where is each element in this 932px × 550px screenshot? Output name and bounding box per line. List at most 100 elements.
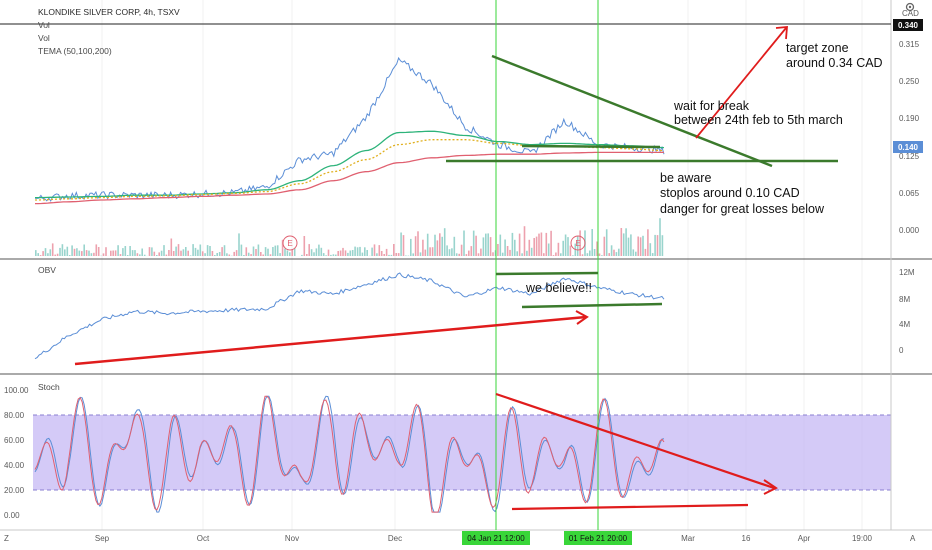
volume-bar — [134, 250, 136, 256]
volume-bar — [460, 244, 463, 256]
volume-bar — [88, 250, 90, 256]
volume-bar — [204, 253, 206, 256]
volume-bar — [47, 253, 49, 256]
price-descending-trendline[interactable] — [491, 54, 773, 168]
volume-bar — [291, 249, 293, 256]
volume-bar — [637, 236, 639, 256]
volume-bar — [56, 253, 59, 256]
volume-bar — [388, 254, 390, 256]
volume-bar — [156, 255, 158, 256]
volume-bar — [308, 244, 310, 256]
series-line-pct-d — [34, 395, 665, 513]
volume-bar — [240, 244, 243, 256]
earnings-event-marker-2[interactable]: E — [570, 235, 586, 251]
volume-bar — [569, 245, 572, 256]
volume-bar — [262, 254, 264, 256]
obv-axis-tick-label: 0 — [899, 346, 904, 355]
volume-bar — [654, 234, 656, 256]
volume-bar — [143, 254, 146, 256]
volume-bar — [310, 249, 313, 256]
volume-bar — [400, 232, 402, 256]
volume-bar — [540, 232, 543, 256]
volume-bar — [581, 254, 584, 256]
volume-bar — [209, 246, 211, 256]
obv-uptrend-arrow-line[interactable] — [74, 315, 587, 366]
volume-bar — [395, 253, 398, 256]
chart-title: KLONDIKE SILVER CORP, 4h, TSXV — [38, 7, 180, 17]
volume-bar — [410, 238, 412, 256]
annotation-target-zone: target zone around 0.34 CAD — [786, 41, 883, 70]
auto-scale-control[interactable]: A — [910, 534, 916, 543]
volume-bar — [426, 233, 429, 256]
gear-icon[interactable] — [905, 2, 915, 12]
volume-bar — [129, 246, 131, 256]
stoch-descending-trendline[interactable] — [495, 392, 775, 490]
volume-bar — [533, 238, 535, 256]
volume-bar — [318, 244, 320, 256]
volume-bar — [618, 248, 620, 256]
volume-bar — [468, 250, 470, 256]
volume-bar — [417, 231, 419, 256]
volume-bar — [598, 253, 601, 256]
earnings-event-marker-1[interactable]: E — [282, 235, 298, 251]
volume-bar — [613, 249, 615, 256]
volume-bar — [448, 249, 451, 256]
stoch-axis-tick-label: 20.00 — [4, 486, 25, 495]
date-highlight-jan: 04 Jan 21 12:00 — [462, 531, 530, 545]
volume-bar — [223, 245, 226, 256]
obv-bottom-line[interactable] — [521, 302, 663, 309]
volume-bar — [172, 251, 175, 256]
volume-bar — [153, 251, 156, 256]
volume-bar — [364, 247, 366, 256]
legend-obv[interactable]: OBV — [38, 265, 56, 275]
currency-label: CAD — [902, 9, 919, 18]
obv-top-line[interactable] — [495, 271, 599, 276]
series-line-tema-50 — [35, 130, 665, 199]
legend-vol-1[interactable]: Vol — [38, 20, 50, 30]
price-consolidation-line[interactable] — [521, 144, 661, 149]
volume-bar — [639, 237, 642, 256]
volume-bar — [560, 253, 562, 256]
volume-bar — [535, 236, 538, 256]
target-arrow-line[interactable] — [695, 27, 787, 139]
volume-bar — [530, 247, 533, 256]
volume-bar — [228, 254, 231, 256]
volume-bars — [35, 218, 664, 256]
volume-bar — [110, 250, 112, 256]
price-axis-tick-label: 0.125 — [899, 152, 920, 161]
volume-bar — [281, 239, 284, 256]
volume-bar — [557, 242, 560, 256]
volume-bar — [601, 255, 603, 256]
volume-bar — [260, 252, 262, 256]
volume-bar — [429, 247, 431, 256]
volume-bar — [243, 255, 245, 256]
volume-bar — [518, 233, 521, 256]
volume-bar — [276, 245, 279, 256]
volume-bar — [274, 245, 277, 256]
stoch-pane-series — [34, 395, 665, 513]
volume-bar — [189, 255, 192, 256]
volume-bar — [131, 250, 134, 256]
stoch-overbought-oversold-band — [33, 415, 891, 490]
zoom-control[interactable]: Z — [4, 534, 9, 543]
legend-tema[interactable]: TEMA (50,100,200) — [38, 46, 112, 56]
volume-bar — [313, 252, 315, 256]
volume-bar — [441, 236, 443, 256]
stoch-support-trendline[interactable] — [511, 503, 749, 511]
volume-bar — [245, 247, 248, 256]
volume-bar — [330, 254, 332, 256]
volume-bar — [526, 250, 528, 256]
volume-bar — [555, 252, 557, 256]
legend-vol-2[interactable]: Vol — [38, 33, 50, 43]
stoch-axis-tick-label: 40.00 — [4, 461, 25, 470]
volume-bar — [337, 251, 339, 256]
volume-bar — [608, 253, 610, 256]
price-axis-tick-label: 0.315 — [899, 40, 920, 49]
volume-bar — [73, 248, 76, 256]
volume-bar — [477, 253, 480, 256]
legend-stoch[interactable]: Stoch — [38, 382, 60, 392]
volume-bar — [516, 251, 518, 256]
target-arrow-head — [775, 26, 788, 40]
volume-bar — [269, 254, 272, 256]
